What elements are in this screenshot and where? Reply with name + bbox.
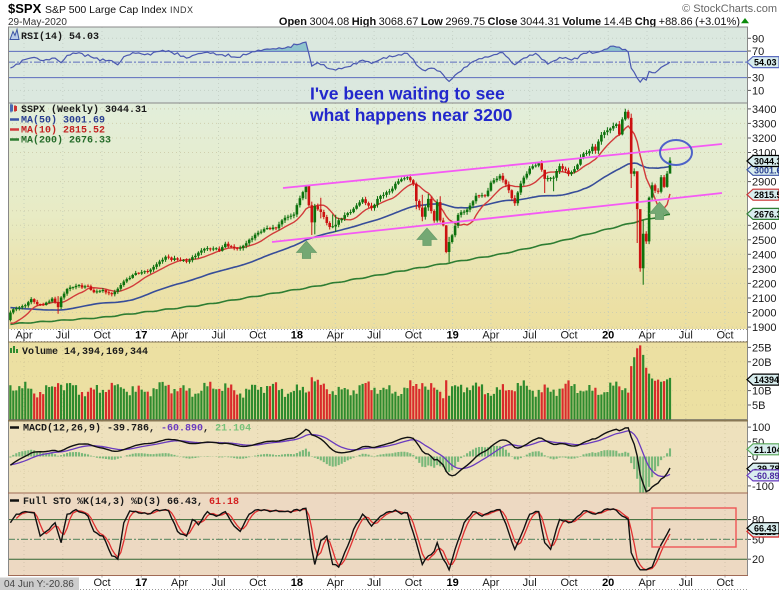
svg-text:Jul: Jul bbox=[56, 330, 70, 342]
svg-text:Apr: Apr bbox=[327, 330, 344, 342]
svg-text:Apr: Apr bbox=[171, 577, 188, 589]
svg-text:3300: 3300 bbox=[752, 118, 776, 130]
svg-text:Jul: Jul bbox=[523, 577, 537, 589]
svg-text:18: 18 bbox=[291, 330, 303, 342]
svg-text:20B: 20B bbox=[752, 357, 772, 369]
svg-text:29-May-2020: 29-May-2020 bbox=[8, 17, 67, 28]
svg-text:0: 0 bbox=[752, 452, 758, 464]
svg-text:2600: 2600 bbox=[752, 220, 776, 232]
svg-text:Jul: Jul bbox=[367, 577, 381, 589]
svg-text:Oct: Oct bbox=[560, 577, 577, 589]
svg-text:I've been waiting to see: I've been waiting to see bbox=[310, 84, 505, 104]
svg-text:Apr: Apr bbox=[327, 577, 344, 589]
svg-text:MACD(12,26,9) -39.786, -60.890: MACD(12,26,9) -39.786, -60.890, 21.104 bbox=[23, 423, 251, 435]
svg-text:-39.78: -39.78 bbox=[754, 464, 779, 474]
svg-text:Oct: Oct bbox=[405, 577, 422, 589]
svg-text:Open 3004.08 High 3068.67 Low: Open 3004.08 High 3068.67 Low 2969.75 Cl… bbox=[279, 16, 740, 28]
svg-text:MA(10) 2815.52: MA(10) 2815.52 bbox=[21, 125, 105, 137]
svg-text:Apr: Apr bbox=[638, 577, 655, 589]
svg-text:Oct: Oct bbox=[560, 330, 577, 342]
svg-text:Oct: Oct bbox=[249, 577, 266, 589]
svg-text:Apr: Apr bbox=[482, 577, 499, 589]
svg-text:25B: 25B bbox=[752, 342, 772, 354]
svg-text:5B: 5B bbox=[752, 400, 765, 412]
svg-text:Oct: Oct bbox=[249, 330, 266, 342]
svg-text:20: 20 bbox=[752, 554, 764, 566]
svg-text:$SPX: $SPX bbox=[8, 1, 42, 16]
svg-text:100: 100 bbox=[752, 422, 770, 434]
svg-text:17: 17 bbox=[135, 330, 147, 342]
svg-text:17: 17 bbox=[135, 577, 147, 589]
svg-text:2300: 2300 bbox=[752, 264, 776, 276]
svg-text:Jul: Jul bbox=[679, 577, 693, 589]
svg-text:Oct: Oct bbox=[716, 577, 733, 589]
svg-text:20: 20 bbox=[602, 330, 614, 342]
svg-text:3001.6: 3001.6 bbox=[754, 165, 779, 175]
svg-text:3400: 3400 bbox=[752, 104, 776, 116]
svg-text:MA(200) 2676.33: MA(200) 2676.33 bbox=[21, 135, 111, 147]
svg-text:Jul: Jul bbox=[211, 577, 225, 589]
svg-text:$SPX (Weekly) 3044.31: $SPX (Weekly) 3044.31 bbox=[21, 104, 147, 116]
svg-text:2676.3: 2676.3 bbox=[754, 209, 779, 219]
svg-text:Oct: Oct bbox=[93, 330, 110, 342]
svg-text:Oct: Oct bbox=[93, 577, 110, 589]
svg-text:10: 10 bbox=[752, 85, 764, 97]
svg-text:2100: 2100 bbox=[752, 293, 776, 305]
svg-text:Apr: Apr bbox=[171, 330, 188, 342]
svg-text:-60.89: -60.89 bbox=[754, 471, 779, 481]
svg-text:19: 19 bbox=[446, 577, 458, 589]
svg-text:Jul: Jul bbox=[679, 330, 693, 342]
svg-text:Jul: Jul bbox=[211, 330, 225, 342]
svg-text:3200: 3200 bbox=[752, 133, 776, 145]
svg-text:Apr: Apr bbox=[638, 330, 655, 342]
svg-text:20: 20 bbox=[602, 577, 614, 589]
svg-text:Jul: Jul bbox=[367, 330, 381, 342]
svg-text:2200: 2200 bbox=[752, 278, 776, 290]
svg-text:2000: 2000 bbox=[752, 308, 776, 320]
svg-text:2500: 2500 bbox=[752, 235, 776, 247]
svg-text:what happens near 3200: what happens near 3200 bbox=[309, 105, 513, 125]
svg-text:2900: 2900 bbox=[752, 177, 776, 189]
svg-text:18: 18 bbox=[291, 577, 303, 589]
svg-text:10B: 10B bbox=[752, 386, 772, 398]
svg-text:INDX: INDX bbox=[170, 5, 194, 15]
svg-text:21.104: 21.104 bbox=[754, 445, 779, 455]
svg-text:S&P 500 Large Cap Index: S&P 500 Large Cap Index bbox=[45, 4, 168, 16]
svg-text:30: 30 bbox=[752, 73, 764, 85]
svg-text:2400: 2400 bbox=[752, 249, 776, 261]
svg-text:Volume 14,394,169,344: Volume 14,394,169,344 bbox=[22, 346, 148, 358]
svg-text:14394: 14394 bbox=[754, 375, 779, 385]
svg-text:90: 90 bbox=[752, 33, 764, 45]
svg-text:19: 19 bbox=[446, 330, 458, 342]
svg-text:Oct: Oct bbox=[405, 330, 422, 342]
svg-text:Full STO %K(14,3) %D(3) 66.43,: Full STO %K(14,3) %D(3) 66.43, 61.18 bbox=[23, 496, 239, 508]
svg-text:66.43: 66.43 bbox=[754, 524, 777, 534]
svg-text:Apr: Apr bbox=[15, 330, 32, 342]
svg-text:1900: 1900 bbox=[752, 322, 776, 334]
svg-text:MA(50) 3001.69: MA(50) 3001.69 bbox=[21, 115, 105, 127]
svg-text:Oct: Oct bbox=[716, 330, 733, 342]
svg-text:-100: -100 bbox=[752, 481, 774, 493]
svg-text:2815.5: 2815.5 bbox=[754, 190, 779, 200]
svg-text:04 Jun Y:-20.86: 04 Jun Y:-20.86 bbox=[4, 579, 74, 590]
svg-text:54.03: 54.03 bbox=[754, 58, 777, 68]
svg-text:Jul: Jul bbox=[523, 330, 537, 342]
svg-text:70: 70 bbox=[752, 46, 764, 58]
svg-text:Apr: Apr bbox=[482, 330, 499, 342]
svg-text:3044.31: 3044.31 bbox=[754, 157, 779, 167]
svg-text:RSI(14) 54.03: RSI(14) 54.03 bbox=[21, 31, 99, 43]
svg-text:© StockCharts.com: © StockCharts.com bbox=[682, 3, 777, 15]
